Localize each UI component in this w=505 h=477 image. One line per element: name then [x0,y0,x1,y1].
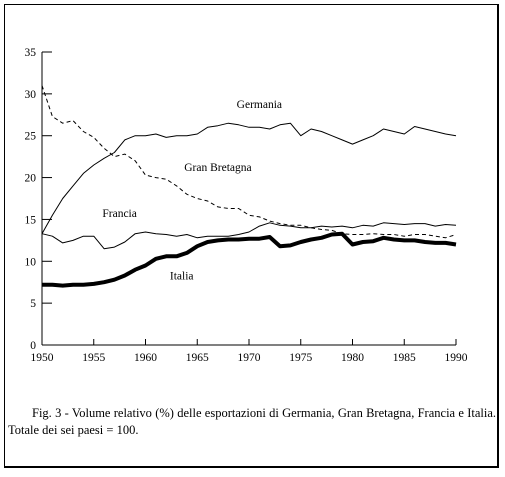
series-line-italia [42,231,457,288]
y-tick-label: 15 [25,214,37,226]
y-tick-label: 20 [25,173,37,185]
x-tick-label: 1975 [289,352,312,364]
series-label-gran-bretagna: Gran Bretagna [184,162,251,174]
x-tick-label: 1950 [31,352,54,364]
x-tick-label: 1965 [186,352,209,364]
x-tick-label: 1980 [341,352,364,364]
y-tick-label: 30 [25,89,37,101]
y-tick-label: 5 [30,298,36,310]
x-tick-label: 1970 [238,352,261,364]
series-label-germania: Germania [237,99,282,111]
x-tick-label: 1985 [393,352,416,364]
figure-caption: Fig. 3 - Volume relativo (%) delle espor… [8,406,496,437]
series-line-gran-bretagna [41,85,457,239]
y-tick-label: 35 [25,47,37,59]
series-label-francia: Francia [102,208,136,220]
y-tick-label: 25 [25,131,37,143]
line-chart: 0 5 10 15 20 25 30 35 1950 1955 1960 1965 1970 1975 19… [25,47,468,364]
x-tick-label: 1960 [134,352,157,364]
y-tick-label: 10 [25,256,37,268]
x-tick-label: 1955 [82,352,105,364]
series-label-italia: Italia [170,271,194,283]
y-tick-label: 0 [30,340,36,352]
series-line-francia [41,222,457,250]
x-tick-label: 1990 [445,352,468,364]
